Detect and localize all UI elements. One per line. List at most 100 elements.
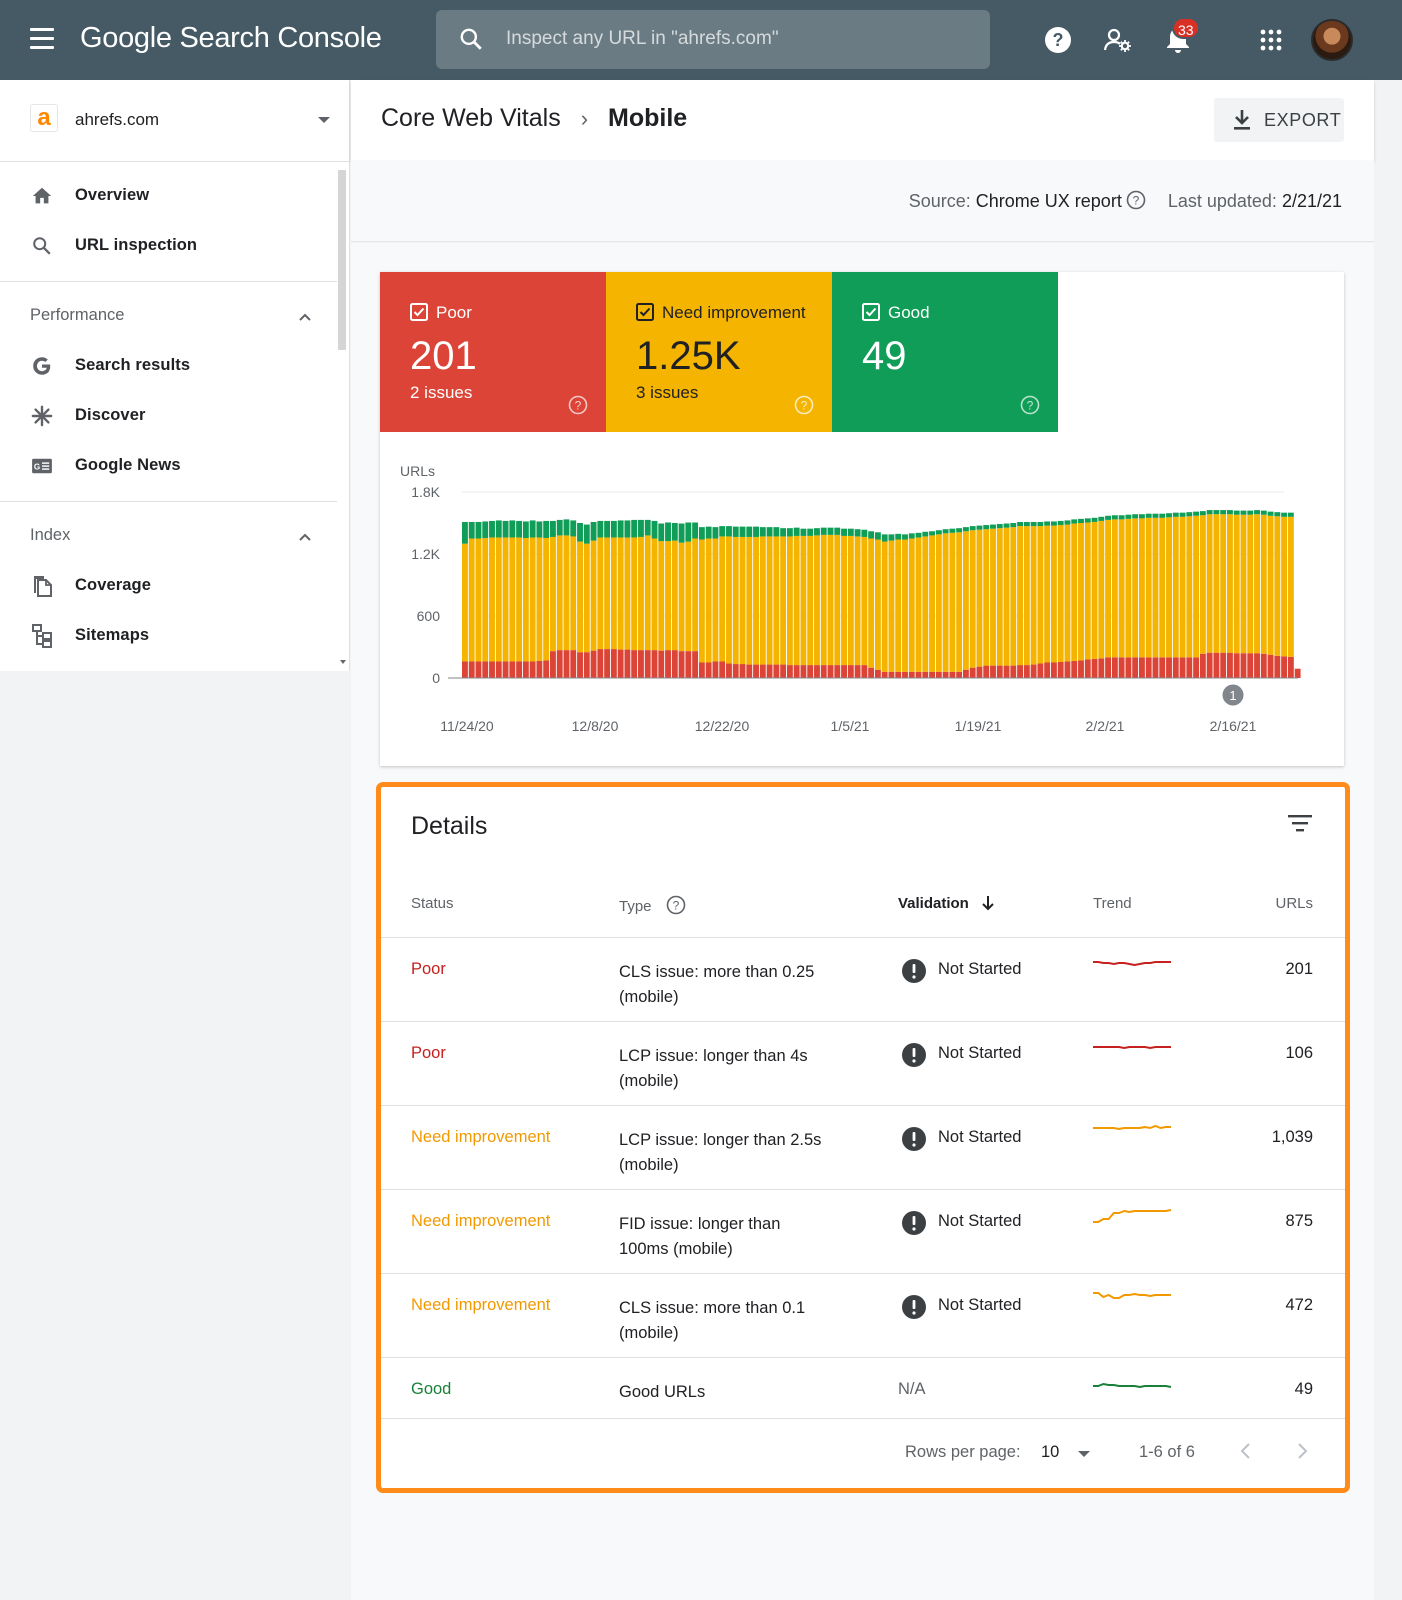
chart-bar-segment <box>651 538 658 651</box>
chart-bar-segment <box>1010 523 1017 528</box>
table-row[interactable]: Poor CLS issue: more than 0.25 (mobile) Not… <box>381 938 1345 1022</box>
chart-bar-segment <box>705 538 712 663</box>
section-performance[interactable]: Performance <box>0 291 337 341</box>
divider <box>0 281 337 282</box>
chart-bar-segment <box>895 539 902 672</box>
chart-bar-segment <box>969 530 976 668</box>
app-title[interactable]: Google Search Console <box>80 22 382 54</box>
sidebar-scrollbar[interactable] <box>338 170 346 350</box>
url-inspect-input[interactable] <box>506 22 966 56</box>
checkbox-checked-icon[interactable] <box>636 303 654 326</box>
tile-label: Need improvement <box>662 303 806 322</box>
urls-stacked-bar-chart[interactable]: URLs 0 600 1.2K 1.8K 11/24/20 12/8/20 12/22/20 1… <box>380 442 1344 762</box>
help-circle-icon[interactable]: ? <box>1020 395 1040 420</box>
chevron-left-icon[interactable] <box>1239 1441 1253 1466</box>
chart-bar-segment <box>820 534 827 666</box>
sidebar-item-sitemaps[interactable]: Sitemaps <box>0 611 337 661</box>
menu-icon[interactable] <box>30 28 58 52</box>
apps-icon[interactable] <box>1251 20 1291 60</box>
column-header-status[interactable]: Status <box>411 895 454 912</box>
trend-sparkline <box>1091 1038 1175 1065</box>
table-row[interactable]: Need improvement CLS issue: more than 0.1… <box>381 1274 1345 1358</box>
chart-bar-segment <box>597 537 604 650</box>
table-row[interactable]: Need improvement LCP issue: longer than 2… <box>381 1106 1345 1190</box>
tile-value: 201 <box>410 334 477 378</box>
tile-poor[interactable]: Poor 201 2 issues ? <box>380 272 606 432</box>
chart-bar-segment <box>1287 516 1294 657</box>
chart-bar-segment <box>1179 512 1186 517</box>
chart-bar-segment <box>624 537 631 650</box>
chart-bar-segment <box>462 521 468 544</box>
tile-need-improvement[interactable]: Need improvement 1.25K 3 issues ? <box>606 272 832 432</box>
tile-good[interactable]: Good 49 ? <box>832 272 1058 432</box>
column-header-type[interactable]: Type ? <box>619 895 686 919</box>
help-icon[interactable]: ? <box>1038 20 1078 60</box>
chart-bar-segment <box>536 521 543 538</box>
dropdown-arrow-icon[interactable] <box>1078 1451 1090 1457</box>
chart-bar-segment <box>915 537 922 672</box>
checkbox-checked-icon[interactable] <box>862 303 880 326</box>
chart-bar-segment <box>556 535 563 651</box>
chart-bar-segment <box>1247 653 1254 678</box>
column-header-urls[interactable]: URLs <box>1275 895 1313 912</box>
sidebar-item-google-news[interactable]: G Google News <box>0 441 337 491</box>
sidebar-item-overview[interactable]: Overview <box>0 171 337 221</box>
trend-sparkline <box>1091 1122 1175 1149</box>
help-circle-icon[interactable]: ? <box>1126 190 1146 215</box>
table-row[interactable]: Need improvement FID issue: longer than 10… <box>381 1190 1345 1274</box>
chart-bar-segment <box>935 530 942 535</box>
chart-bar-segment <box>895 533 902 540</box>
scroll-down-arrow-icon[interactable] <box>340 660 346 664</box>
help-circle-icon[interactable]: ? <box>568 395 588 420</box>
chart-bar-segment <box>1023 665 1030 678</box>
pagination: Rows per page: 10 1-6 of 6 <box>381 1415 1345 1475</box>
help-circle-icon[interactable]: ? <box>794 395 814 420</box>
chart-bar-segment <box>827 527 834 535</box>
chart-bar-segment <box>489 661 495 678</box>
chart-bar-segment <box>1227 510 1233 515</box>
chart-bar-segment <box>929 531 935 536</box>
chart-bar-segment <box>475 538 482 662</box>
chart-bar-segment <box>631 537 638 651</box>
chart-bar-segment <box>1254 510 1260 515</box>
column-header-trend: Trend <box>1093 895 1132 912</box>
chart-bar-segment <box>705 526 712 539</box>
rows-per-page-select[interactable]: 10 <box>1041 1443 1060 1461</box>
sidebar-item-search-results[interactable]: Search results <box>0 341 337 391</box>
source-value: Chrome UX report <box>975 191 1122 211</box>
sidebar-item-url-inspection[interactable]: URL inspection <box>0 221 337 271</box>
chart-bar-segment <box>814 528 820 536</box>
chart-bar-segment <box>1064 524 1071 662</box>
table-row[interactable]: Good Good URLs N/A 49 <box>381 1358 1345 1419</box>
chart-bar-segment <box>834 665 841 678</box>
chart-bar-segment <box>624 520 631 538</box>
chart-bar-segment <box>482 521 489 538</box>
chart-bar-segment <box>719 526 726 537</box>
chart-bar-segment <box>1240 653 1247 678</box>
chart-bar-segment <box>1172 657 1179 678</box>
breadcrumb-root[interactable]: Core Web Vitals <box>381 104 561 132</box>
chart-bar-segment <box>1071 523 1078 661</box>
sidebar-item-coverage[interactable]: Coverage <box>0 561 337 611</box>
search-icon[interactable] <box>458 26 484 57</box>
export-button[interactable]: EXPORT <box>1214 98 1344 142</box>
url-inspect-search[interactable] <box>436 10 990 69</box>
row-url-count: 201 <box>1285 960 1313 978</box>
chart-bar-segment <box>956 532 963 672</box>
chart-bar-segment <box>780 536 787 665</box>
help-circle-icon[interactable]: ? <box>666 895 686 919</box>
avatar[interactable] <box>1311 19 1353 61</box>
chart-bar-segment <box>1118 515 1125 520</box>
checkbox-checked-icon[interactable] <box>410 303 428 326</box>
chart-bar-segment <box>1098 658 1105 678</box>
section-index[interactable]: Index <box>0 511 337 561</box>
chart-bar-segment <box>976 529 983 667</box>
chevron-right-icon[interactable] <box>1295 1441 1309 1466</box>
property-selector[interactable]: a ahrefs.com <box>0 80 349 162</box>
filter-icon[interactable] <box>1287 813 1313 838</box>
manage-users-icon[interactable] <box>1098 20 1138 60</box>
table-row[interactable]: Poor LCP issue: longer than 4s (mobile) Not… <box>381 1022 1345 1106</box>
sidebar-item-discover[interactable]: Discover <box>0 391 337 441</box>
chart-bar-segment <box>610 520 617 538</box>
column-header-validation[interactable]: Validation <box>898 895 995 915</box>
